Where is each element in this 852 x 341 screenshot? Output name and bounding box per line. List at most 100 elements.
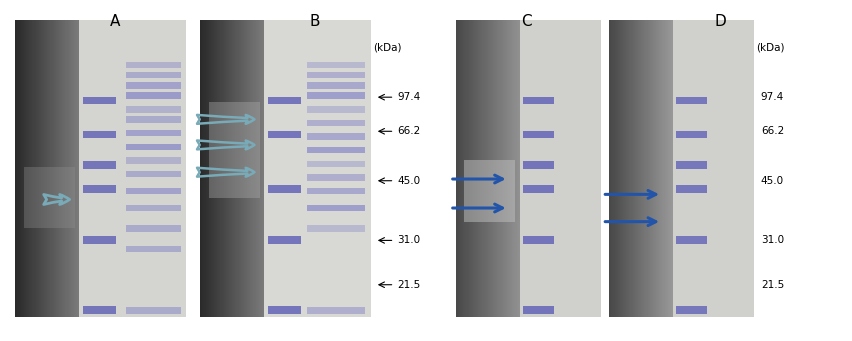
Bar — [43, 20, 45, 317]
Bar — [456, 20, 458, 317]
Bar — [231, 20, 233, 317]
Bar — [31, 20, 32, 317]
Bar — [475, 20, 477, 317]
Bar — [29, 20, 32, 317]
Bar — [676, 236, 707, 244]
Bar — [523, 161, 554, 169]
Bar — [307, 188, 365, 194]
Bar — [77, 20, 79, 317]
Bar — [663, 20, 665, 317]
Bar — [126, 92, 181, 99]
Bar — [646, 20, 648, 317]
Bar — [259, 20, 261, 317]
Bar — [17, 20, 20, 317]
Bar — [72, 20, 75, 317]
Bar — [504, 20, 507, 317]
Bar — [510, 20, 512, 317]
Bar — [126, 72, 181, 78]
Bar — [126, 171, 181, 177]
Bar — [62, 20, 64, 317]
Bar — [676, 161, 707, 169]
Bar — [61, 20, 63, 317]
Bar — [66, 20, 67, 317]
Bar — [515, 20, 516, 317]
Bar — [200, 20, 202, 317]
Bar — [670, 20, 672, 317]
Bar — [221, 20, 222, 317]
Bar — [236, 20, 239, 317]
Bar — [486, 20, 489, 317]
Bar — [635, 20, 636, 317]
Bar — [238, 20, 239, 317]
Bar — [512, 20, 515, 317]
Bar — [649, 20, 652, 317]
Bar — [665, 20, 666, 317]
Bar — [222, 20, 223, 317]
Bar — [463, 20, 465, 317]
Bar — [254, 20, 256, 317]
Bar — [256, 20, 258, 317]
Text: 66.2: 66.2 — [397, 126, 420, 136]
Bar — [676, 185, 707, 193]
Bar — [654, 20, 656, 317]
Bar — [49, 20, 50, 317]
Bar — [33, 20, 35, 317]
Bar — [659, 20, 661, 317]
Bar — [258, 20, 260, 317]
Bar — [83, 97, 116, 104]
Bar — [250, 20, 252, 317]
Bar — [617, 20, 619, 317]
Bar — [631, 20, 634, 317]
Bar — [458, 20, 460, 317]
Bar — [26, 20, 28, 317]
Bar — [255, 20, 256, 317]
Bar — [67, 20, 70, 317]
Bar — [83, 131, 116, 138]
Bar — [50, 20, 53, 317]
Bar — [498, 20, 499, 317]
Bar — [56, 20, 58, 317]
Text: C: C — [521, 14, 532, 29]
Bar — [610, 20, 612, 317]
Bar — [268, 185, 301, 193]
Bar — [32, 20, 34, 317]
Bar — [126, 144, 181, 150]
Bar — [71, 20, 72, 317]
Bar — [625, 20, 627, 317]
Bar — [37, 20, 38, 317]
Bar — [126, 205, 181, 211]
Bar — [59, 20, 61, 317]
Bar — [652, 20, 653, 317]
Text: 97.4: 97.4 — [397, 92, 420, 102]
Bar — [15, 20, 17, 317]
Bar — [519, 20, 521, 317]
Bar — [648, 20, 649, 317]
Bar — [229, 20, 231, 317]
Text: 21.5: 21.5 — [397, 280, 420, 290]
Text: 66.2: 66.2 — [761, 126, 784, 136]
Bar — [461, 20, 463, 317]
Bar — [47, 20, 49, 317]
Bar — [239, 20, 240, 317]
Bar — [39, 20, 41, 317]
Bar — [307, 92, 365, 99]
Bar — [639, 20, 641, 317]
Bar — [222, 20, 224, 317]
Bar — [40, 20, 42, 317]
Bar — [217, 20, 219, 317]
Bar — [504, 20, 506, 317]
Bar — [523, 236, 554, 244]
Bar — [495, 20, 498, 317]
Bar — [36, 20, 37, 317]
Bar — [657, 20, 659, 317]
Text: 45.0: 45.0 — [761, 176, 784, 186]
Bar — [476, 20, 478, 317]
Bar — [484, 20, 486, 317]
Bar — [473, 20, 475, 317]
Bar — [637, 20, 639, 317]
Bar — [83, 161, 116, 169]
Bar — [656, 20, 658, 317]
Bar — [634, 20, 636, 317]
Bar — [213, 20, 215, 317]
Bar — [32, 20, 33, 317]
